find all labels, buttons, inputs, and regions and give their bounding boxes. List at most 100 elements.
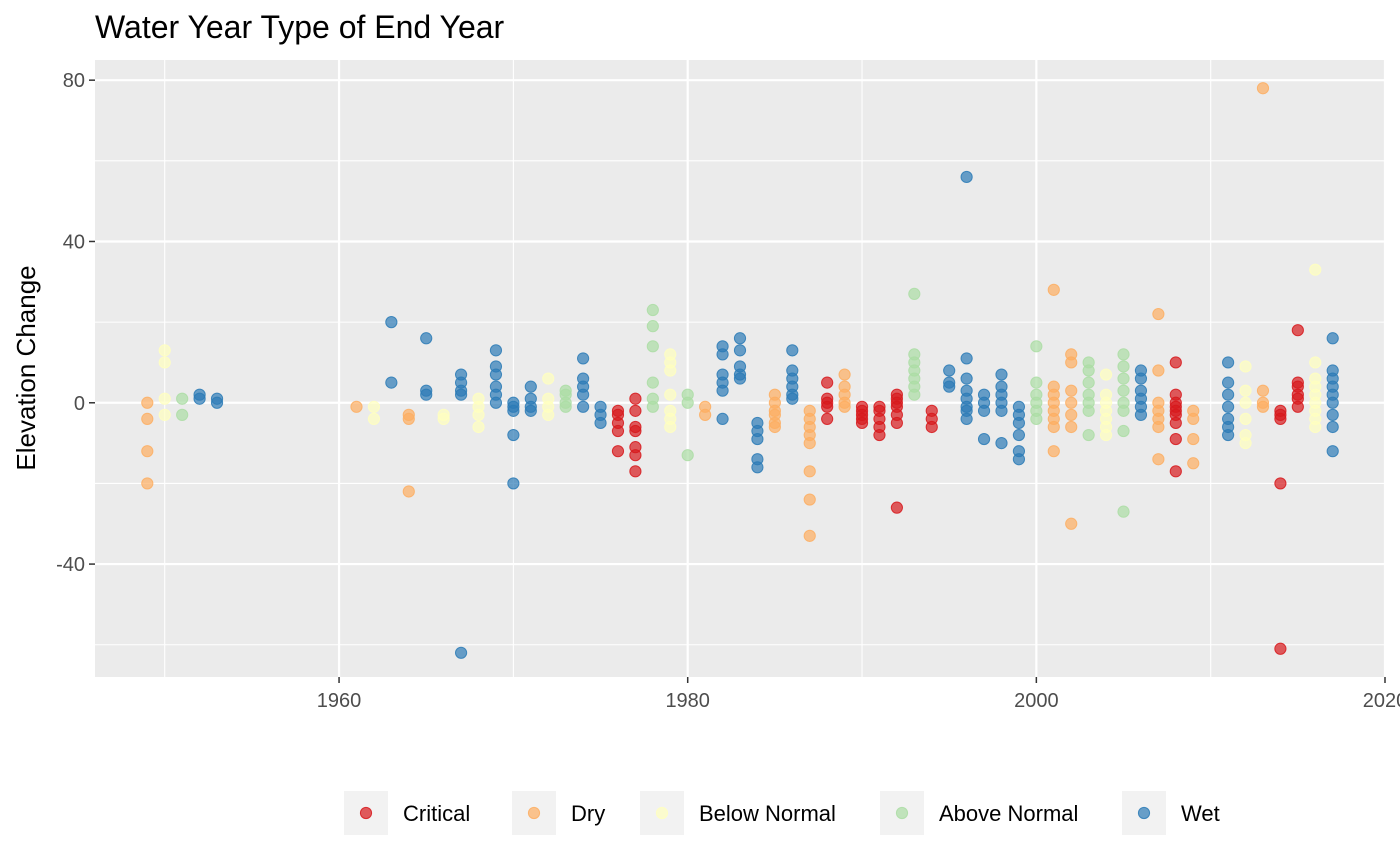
data-point: [943, 364, 956, 377]
data-point: [821, 412, 834, 426]
data-point: [141, 396, 154, 409]
data-point: [141, 477, 154, 490]
data-point: [1326, 445, 1339, 458]
data-point: [646, 340, 659, 353]
data-point: [681, 449, 694, 462]
data-point: [454, 646, 468, 659]
data-point: [367, 400, 381, 413]
legend-marker: [359, 806, 373, 820]
data-point: [420, 388, 433, 401]
data-point: [1239, 384, 1252, 397]
data-point: [1012, 453, 1026, 466]
data-point: [1065, 384, 1078, 397]
data-point: [629, 404, 642, 417]
data-point: [1169, 356, 1182, 369]
y-tick-label: 40: [63, 231, 85, 253]
x-tick-label: 1960: [317, 690, 362, 712]
series-dry: [141, 82, 1270, 542]
data-point: [1239, 412, 1252, 426]
data-point: [1012, 416, 1026, 430]
legend-label: Wet: [1181, 801, 1220, 826]
data-point: [977, 432, 991, 446]
data-point: [1326, 332, 1339, 345]
data-point: [1291, 324, 1304, 337]
data-point: [1152, 453, 1165, 466]
data-point: [646, 376, 659, 389]
legend-label: Below Normal: [699, 801, 836, 826]
data-point: [437, 412, 450, 426]
data-point: [1030, 340, 1043, 353]
data-point: [1047, 445, 1060, 458]
data-point: [611, 445, 625, 458]
data-point: [803, 465, 816, 478]
data-point: [1326, 420, 1339, 434]
data-point: [577, 400, 590, 413]
data-point: [1099, 368, 1113, 381]
data-points: [141, 82, 1339, 659]
data-point: [1222, 428, 1235, 442]
data-point: [995, 404, 1008, 417]
data-point: [577, 388, 590, 401]
data-point: [646, 320, 659, 333]
legend-item: Below Normal: [640, 791, 836, 835]
data-point: [385, 316, 398, 329]
x-tick-label: 1980: [665, 690, 710, 712]
legend-marker: [527, 806, 541, 820]
legend-marker: [895, 806, 909, 820]
data-point: [646, 400, 659, 413]
data-point: [402, 412, 415, 426]
data-point: [1065, 517, 1078, 530]
data-point: [559, 400, 572, 413]
data-point: [821, 376, 834, 389]
data-point: [1117, 384, 1130, 397]
data-point: [664, 420, 677, 434]
data-point: [960, 372, 973, 385]
data-point: [1239, 396, 1252, 409]
data-point: [716, 348, 729, 361]
legend-item: Above Normal: [880, 791, 1078, 835]
data-point: [158, 356, 171, 369]
data-point: [1152, 364, 1165, 377]
data-point: [1256, 400, 1270, 413]
data-point: [1239, 360, 1252, 373]
data-point: [908, 388, 921, 401]
data-point: [786, 344, 799, 357]
data-point: [1117, 348, 1130, 361]
data-point: [838, 400, 851, 413]
data-point: [524, 380, 537, 393]
legend-marker: [655, 806, 669, 820]
data-point: [1117, 372, 1130, 385]
data-point: [751, 461, 764, 474]
data-point: [1065, 356, 1078, 369]
data-point: [402, 485, 415, 498]
data-point: [960, 352, 973, 365]
data-point: [158, 408, 171, 421]
series-below-normal: [158, 263, 1322, 450]
y-tick-label: 80: [63, 70, 85, 92]
data-point: [925, 420, 938, 434]
data-point: [995, 437, 1008, 450]
data-point: [960, 412, 973, 426]
data-point: [1152, 307, 1165, 321]
x-tick-label: 2000: [1014, 690, 1059, 712]
data-point: [1134, 372, 1148, 385]
data-point: [141, 445, 154, 458]
data-point: [699, 408, 712, 421]
data-point: [733, 332, 747, 345]
data-point: [489, 344, 503, 357]
data-point: [176, 408, 189, 421]
data-point: [158, 344, 171, 357]
series-above-normal: [176, 287, 1130, 518]
y-axis-title: Elevation Change: [11, 265, 41, 470]
data-point: [1047, 283, 1060, 296]
data-point: [1030, 376, 1043, 389]
data-point: [873, 400, 886, 413]
data-point: [1274, 412, 1287, 426]
data-point: [1187, 412, 1200, 426]
data-point: [960, 170, 973, 184]
data-point: [158, 392, 171, 405]
data-point: [1169, 465, 1182, 478]
legend-label: Dry: [571, 801, 605, 826]
data-point: [507, 477, 520, 490]
data-point: [995, 368, 1008, 381]
